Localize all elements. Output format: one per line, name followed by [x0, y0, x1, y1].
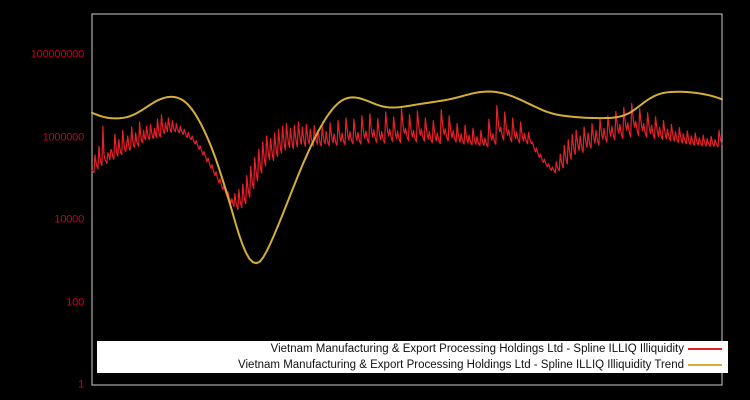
legend-entry-illiquidity-trend[interactable]: Vietnam Manufacturing & Export Processin…: [97, 357, 728, 373]
legend-swatch-illiquidity-trend: [688, 364, 722, 366]
y-axis-tick-label: 1000000: [42, 131, 85, 144]
data-series-layer: [91, 90, 723, 265]
y-axis-tick-label: 100000000: [30, 48, 84, 61]
y-axis-tick-label: 10000: [54, 213, 84, 226]
chart-legend: Vietnam Manufacturing & Export Processin…: [97, 341, 728, 373]
plot-frame-border: [91, 13, 723, 386]
y-axis-tick-label: 100: [66, 296, 84, 309]
legend-swatch-illiquidity: [688, 348, 722, 350]
legend-label-illiquidity-trend: Vietnam Manufacturing & Export Processin…: [238, 358, 684, 371]
series-line-illiquidity: [91, 102, 723, 211]
y-axis-tick-label: 1: [78, 378, 84, 391]
series-line-illiquidity-trend: [91, 90, 723, 265]
legend-label-illiquidity: Vietnam Manufacturing & Export Processin…: [270, 342, 684, 355]
legend-entry-illiquidity[interactable]: Vietnam Manufacturing & Export Processin…: [97, 341, 728, 357]
